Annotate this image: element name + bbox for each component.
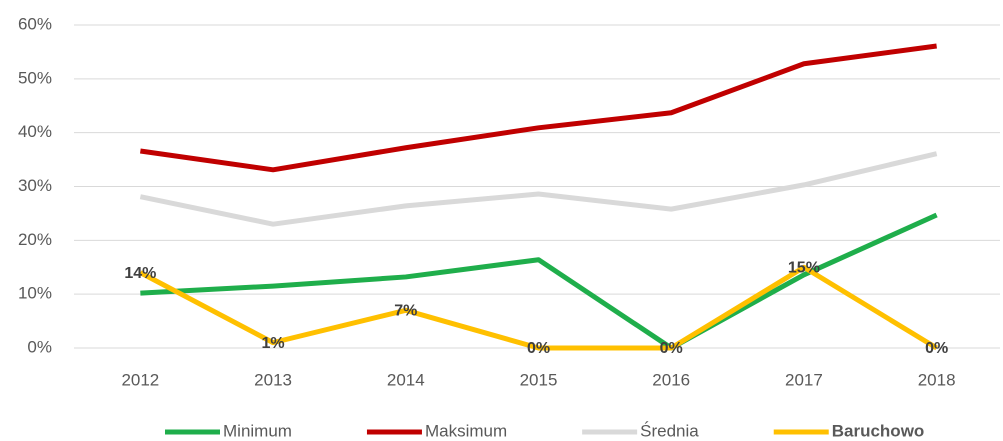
y-tick-label: 40% <box>18 122 52 141</box>
data-label: 7% <box>394 303 417 320</box>
legend-label: Minimum <box>223 421 292 440</box>
x-tick-label: 2013 <box>254 370 292 389</box>
data-label: 0% <box>660 340 683 357</box>
series-line <box>140 43 937 173</box>
data-label: 15% <box>788 259 820 276</box>
data-label: 1% <box>262 335 285 352</box>
legend-label: Maksimum <box>425 421 507 440</box>
data-label: 14% <box>124 265 156 282</box>
y-tick-label: 60% <box>18 14 52 33</box>
series-line <box>140 212 938 351</box>
y-tick-label: 20% <box>18 230 52 249</box>
series-line <box>139 151 938 227</box>
series-line <box>139 264 938 351</box>
y-tick-label: 10% <box>18 284 52 303</box>
x-tick-label: 2015 <box>520 370 558 389</box>
x-tick-label: 2016 <box>652 370 690 389</box>
x-tick-label: 2012 <box>121 370 159 389</box>
data-label: 0% <box>925 340 948 357</box>
x-tick-label: 2018 <box>918 370 956 389</box>
legend-label: Baruchowo <box>832 421 925 440</box>
legend-label: Średnia <box>640 421 699 440</box>
x-tick-label: 2014 <box>387 370 425 389</box>
y-tick-label: 50% <box>18 68 52 87</box>
y-tick-label: 30% <box>18 176 52 195</box>
y-tick-label: 0% <box>27 337 52 356</box>
x-tick-label: 2017 <box>785 370 823 389</box>
data-label: 0% <box>527 340 550 357</box>
